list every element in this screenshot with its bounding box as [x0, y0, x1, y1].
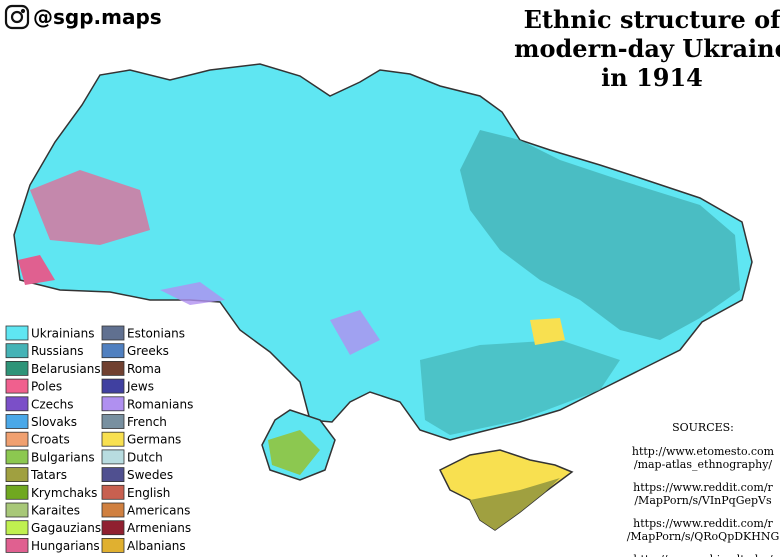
legend-swatch	[5, 449, 29, 465]
legend-swatch	[5, 538, 29, 553]
legend-label: Bulgarians	[31, 450, 95, 464]
legend-label: Croats	[31, 433, 70, 447]
legend-swatch	[101, 520, 125, 536]
legend-swatch	[5, 431, 29, 447]
legend-label: Tatars	[30, 468, 67, 482]
polish-area	[30, 170, 150, 245]
german-area	[530, 318, 565, 345]
legend-swatch	[5, 396, 29, 412]
title-line: Ethnic structure of	[524, 5, 780, 34]
legend-swatch	[101, 449, 125, 465]
legend-swatch	[101, 502, 125, 518]
legend-label: Belarusians	[31, 362, 101, 376]
legend-swatch	[5, 360, 29, 376]
legend-label: Estonians	[127, 327, 185, 341]
legend-swatch	[101, 538, 125, 553]
source-line: http://www.etomesto.com	[632, 445, 775, 458]
legend-label: Slovaks	[31, 415, 77, 429]
sources: SOURCES: http://www.etomesto.com/map-atla…	[627, 421, 780, 557]
legend-swatch	[5, 378, 29, 394]
source-line: /MapPorn/s/QRoQpDKHNG	[627, 530, 780, 543]
legend-swatch	[101, 360, 125, 376]
legend-label: Czechs	[31, 397, 74, 411]
legend-label: Ukrainians	[31, 327, 95, 341]
legend-label: French	[127, 415, 167, 429]
legend-swatch	[101, 414, 125, 429]
source-line: https://www.reddit.com/r	[633, 481, 773, 494]
legend-label: Swedes	[127, 468, 173, 482]
legend-label: Armenians	[127, 521, 191, 535]
russian-area	[460, 130, 740, 340]
legend-swatch	[5, 484, 29, 500]
legend-swatch	[101, 396, 125, 412]
map-regions	[18, 130, 740, 530]
legend-label: Americans	[127, 504, 190, 518]
legend-label: Karaites	[31, 504, 80, 518]
handle: @sgp.maps	[33, 5, 162, 29]
legend-label: Jews	[126, 380, 154, 394]
legend-swatch	[101, 378, 125, 394]
legend-label: Hungarians	[31, 539, 100, 553]
legend-swatch	[101, 343, 125, 359]
south-steppe	[420, 340, 620, 435]
source-line: /map-atlas_ethnography/	[634, 458, 773, 471]
legend-label: Albanians	[127, 539, 186, 553]
legend-label: Romanians	[127, 397, 193, 411]
instagram-icon	[4, 4, 30, 30]
title-line: modern-day Ukraine	[514, 34, 780, 63]
source-line: /MapPorn/s/VInPqGepVs	[634, 494, 772, 507]
legend-label: Russians	[31, 344, 83, 358]
sources-heading: SOURCES:	[672, 421, 734, 434]
tatar-area	[470, 478, 560, 530]
legend-swatch	[5, 467, 29, 483]
bulgarian-area	[268, 430, 320, 475]
title-line: in 1914	[601, 63, 703, 92]
legend-swatch	[5, 343, 29, 359]
legend-label: Greeks	[127, 344, 169, 358]
legend-swatch	[101, 467, 125, 483]
legend-swatch	[5, 502, 29, 518]
romanian-area	[160, 282, 380, 355]
legend-swatch	[101, 325, 125, 341]
legend-swatch	[5, 520, 29, 536]
hungarian-area	[18, 255, 55, 285]
legend-swatch	[5, 325, 29, 341]
legend-swatch	[5, 414, 29, 429]
legend-label: Germans	[127, 433, 181, 447]
legend-label: Roma	[127, 362, 161, 376]
legend-label: Krymchaks	[31, 486, 97, 500]
legend-label: Gagauzians	[31, 521, 101, 535]
legend-label: English	[127, 486, 170, 500]
legend: Ukrainians Russians Belarusians Poles Czechs…	[5, 325, 193, 553]
legend-swatch	[101, 431, 125, 447]
legend-label: Dutch	[127, 450, 163, 464]
legend-swatch	[101, 484, 125, 500]
source-line: http://monarchia.elte.hu/	[633, 553, 772, 557]
legend-label: Poles	[31, 380, 62, 394]
source-line: https://www.reddit.com/r	[633, 517, 773, 530]
